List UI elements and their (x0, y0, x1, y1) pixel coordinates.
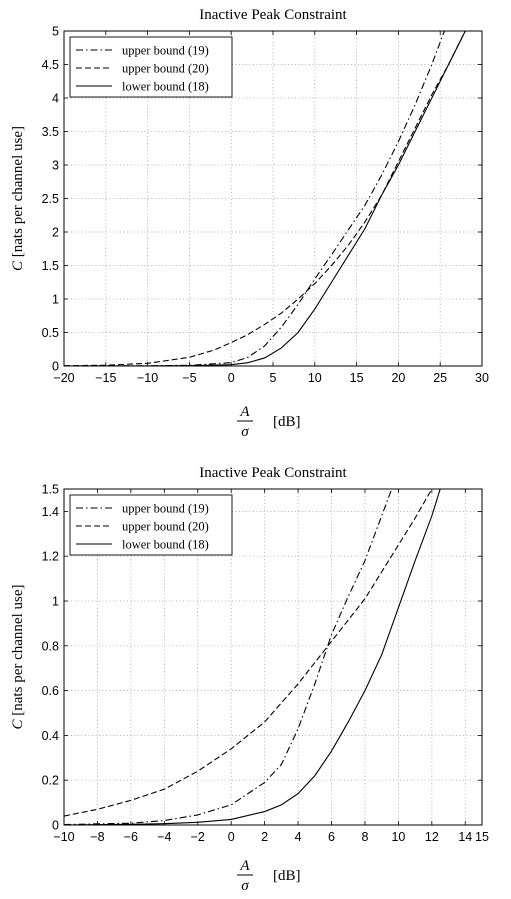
chart2-legend-box (69, 494, 233, 556)
chart1-ytick-label: 4 (52, 92, 59, 106)
chart2-plot-frame (63, 488, 483, 826)
chart2-title: Inactive Peak Constraint (199, 465, 347, 481)
chart2-legend: upper bound (19) upper bound (20) lower bo… (69, 494, 233, 556)
chart1-title: Inactive Peak Constraint (199, 7, 347, 23)
chart1-xtick-label: −20 (53, 371, 74, 385)
chart2-xtick-label: 4 (295, 830, 302, 844)
chart1-ylabel: C [nats per channel use] (10, 126, 26, 271)
chart2-series-3-line (64, 489, 441, 825)
chart1-ytick-label: 3.5 (42, 125, 59, 139)
chart2-legend-label-2: upper bound (20) (122, 520, 209, 534)
chart1-ytick-label: 1.5 (42, 259, 59, 273)
chart2-ytick-label: 1 (52, 595, 59, 609)
chart1-xtick-label: −15 (95, 371, 116, 385)
chart1-xtick-label: 30 (475, 371, 489, 385)
chart1-legend-label-1: upper bound (19) (122, 44, 209, 58)
chart1-ytick-label: 4.5 (42, 58, 59, 72)
chart2-legend-label-3: lower bound (18) (122, 538, 209, 552)
chart2-xtick-label: 10 (391, 830, 405, 844)
chart2-xtick-label: −4 (157, 830, 171, 844)
chart2-xlabel: Aσ [dB] (237, 858, 301, 894)
chart2-xtick-label: 12 (425, 830, 439, 844)
chart1-ytick-label: 0 (52, 360, 59, 374)
chart1-xlabel-numerator: A (239, 404, 250, 420)
chart2-ytick-label: 0.2 (42, 774, 59, 788)
chart2-ylabel: C [nats per channel use] (10, 585, 26, 730)
chart2-xtick-label: 0 (228, 830, 235, 844)
chart1-ytick-label: 2 (52, 226, 59, 240)
chart1-xtick-label: −10 (137, 371, 158, 385)
chart2-xlabel-unit: [dB] (273, 868, 301, 884)
chart-bottom: Inactive Peak Constraint −10 −8 −6 −4 −2 0 2 4 6 8… (10, 465, 489, 894)
chart1-series-2-line (64, 31, 466, 366)
chart2-series-2-line (64, 489, 433, 817)
chart1-series-3-line (64, 31, 466, 366)
chart2-series-1-line (64, 489, 393, 825)
chart1-xtick-label: 20 (391, 371, 405, 385)
chart2-ytick-label: 0 (52, 819, 59, 833)
chart1-xtick-label: 5 (270, 371, 277, 385)
chart2-legend-label-1: upper bound (19) (122, 502, 209, 516)
chart1-ytick-label: 1 (52, 293, 59, 307)
chart1-plot-frame (63, 30, 483, 367)
chart2-xtick-label: −6 (124, 830, 138, 844)
chart1-xlabel: Aσ [dB] (237, 404, 301, 440)
chart2-ytick-label: 0.8 (42, 639, 59, 653)
chart1-xtick-label: 0 (228, 371, 235, 385)
chart1-ytick-label: 0.5 (42, 326, 59, 340)
chart1-xtick-label: 25 (433, 371, 447, 385)
chart2-xtick-label: 2 (261, 830, 268, 844)
chart1-xtick-label: −5 (182, 371, 196, 385)
chart2-ytick-label: 1.4 (42, 505, 59, 519)
chart2-ytick-label: 0.4 (42, 729, 59, 743)
chart1-xlabel-unit: [dB] (273, 414, 301, 430)
chart1-xtick-label: 10 (308, 371, 322, 385)
chart2-xtick-label: 15 (475, 830, 489, 844)
chart2-ytick-label: 1.2 (42, 550, 59, 564)
chart1-xlabel-denominator: σ (241, 424, 249, 440)
chart2-xtick-label: −10 (53, 830, 74, 844)
chart-top: Inactive Peak Constraint−20 −15 −10 −5 0 5 10 1… (10, 7, 489, 440)
chart1-legend-box (69, 36, 233, 98)
chart2-xlabel-denominator: σ (241, 878, 249, 894)
chart2-xtick-label: −8 (90, 830, 104, 844)
chart2-xtick-label: 14 (458, 830, 472, 844)
chart1-ytick-label: 2.5 (42, 192, 59, 206)
chart2-xtick-label: 6 (328, 830, 335, 844)
chart2-xtick-label: 8 (361, 830, 368, 844)
chart1-xtick-label: 15 (350, 371, 364, 385)
chart2-ytick-label: 0.6 (42, 684, 59, 698)
chart2-ytick-label: 1.5 (42, 483, 59, 497)
chart1-ytick-label: 5 (52, 25, 59, 39)
chart1-legend-label-3: lower bound (18) (122, 80, 209, 94)
chart2-xtick-label: −2 (191, 830, 205, 844)
chart1-legend-label-2: upper bound (20) (122, 62, 209, 76)
chart1-legend: upper bound (19) upper bound (20) lower bo… (69, 36, 233, 98)
chart1-ytick-label: 3 (52, 159, 59, 173)
chart2-xlabel-numerator: A (239, 858, 250, 874)
